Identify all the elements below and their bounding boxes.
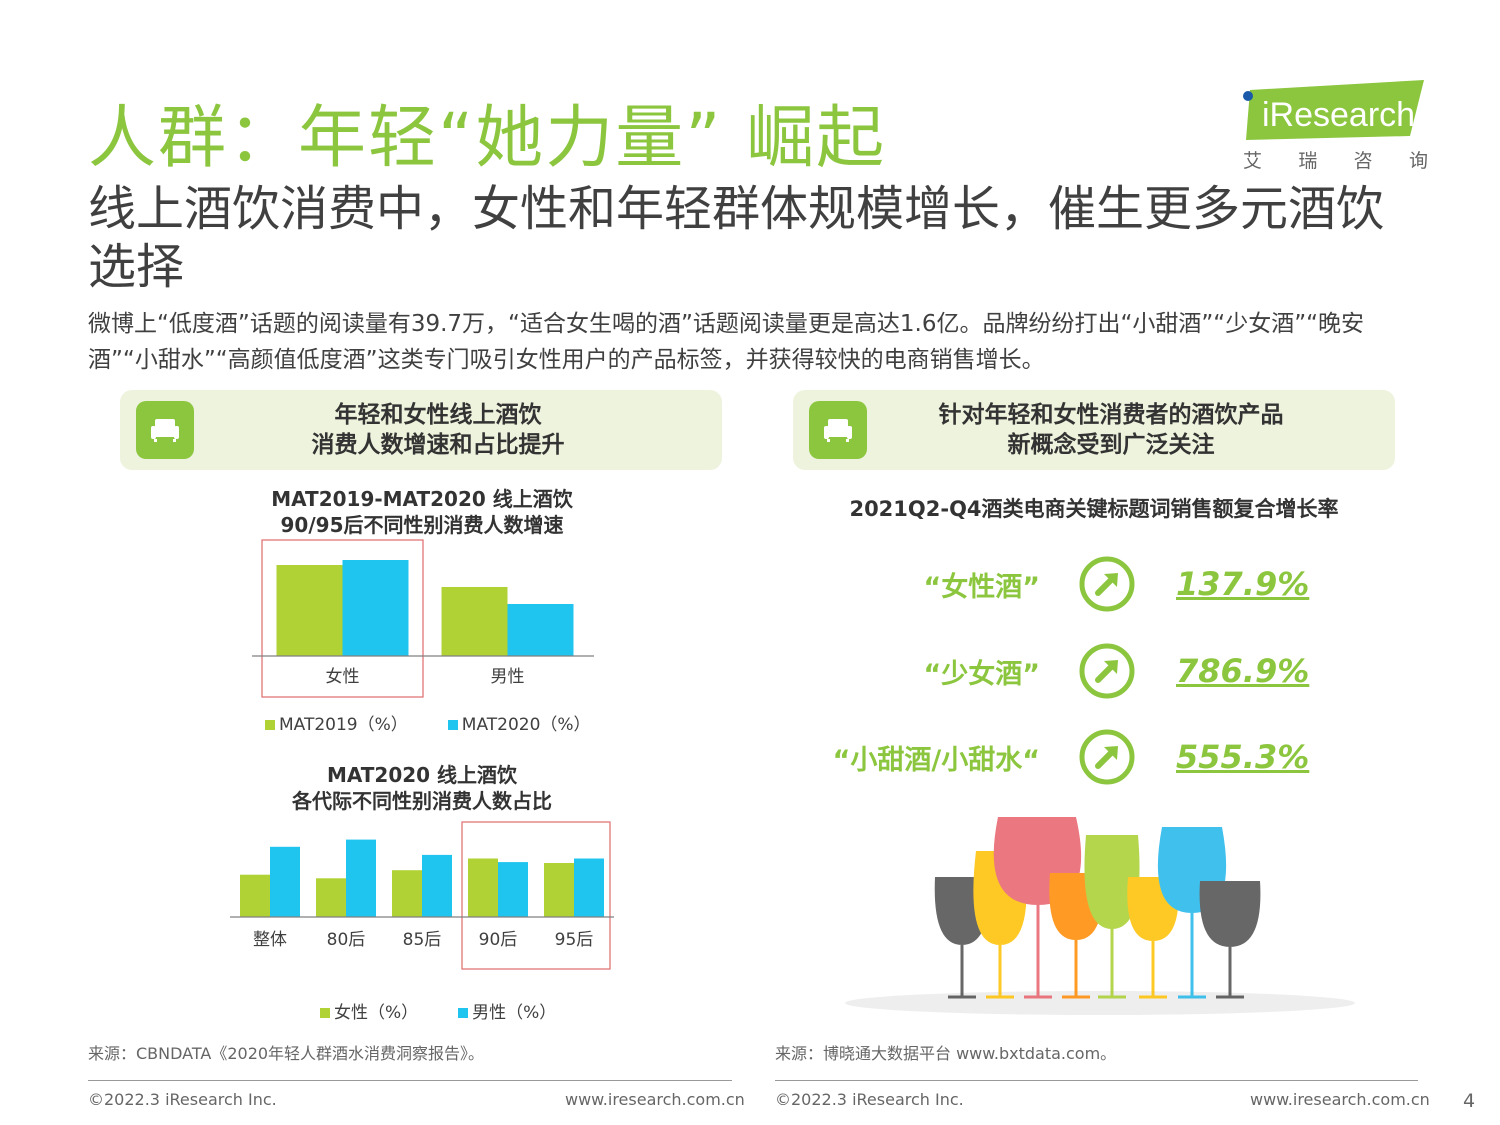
chart1-plot: 女性 男性: [252, 539, 594, 698]
legend-label: MAT2020（%）: [461, 715, 591, 735]
header-line: 新概念受到广泛关注: [1007, 432, 1215, 458]
right-panel-header: 针对年轻和女性消费者的酒饮产品 新概念受到广泛关注: [793, 390, 1395, 470]
right-chart-title: 2021Q2-Q4酒类电商关键标题词销售额复合增长率: [849, 497, 1339, 521]
right-panel-header-text: 针对年轻和女性消费者的酒饮产品 新概念受到广泛关注: [867, 400, 1395, 460]
x-tick-label: 男性: [491, 667, 525, 687]
bar: [316, 878, 346, 917]
bar: [507, 604, 574, 656]
chart1-title: MAT2019-MAT2020 线上酒饮 90/95后不同性别消费人数增速: [222, 486, 622, 538]
logo-cn-char: 询: [1408, 150, 1428, 172]
bar: [346, 839, 376, 917]
up-right-arrow-icon: [1079, 643, 1135, 699]
chart2-plot: 整体 80后 85后 90后 95后: [230, 821, 614, 970]
bar: [441, 587, 508, 656]
footer-divider: [775, 1080, 1418, 1081]
page-subtitle: 线上酒饮消费中，女性和年轻群体规模增长，催生更多元酒饮选择: [88, 181, 1385, 295]
legend-item: MAT2020（%）: [447, 710, 591, 735]
keyword-value: 137.9%: [1176, 565, 1310, 603]
x-tick-label: 女性: [326, 667, 360, 687]
legend-item: MAT2019（%）: [265, 710, 408, 735]
left-panel-header-text: 年轻和女性线上酒饮 消费人数增速和占比提升: [194, 400, 722, 460]
chart-title-line: MAT2019-MAT2020 线上酒饮: [271, 487, 573, 511]
wine-glass-icon: [1199, 881, 1261, 999]
page-title: 人群：年轻“她力量” 崛起: [88, 99, 887, 178]
logo-cn-text: 艾 瑞 咨 询: [1243, 146, 1428, 173]
x-tick-label: 85后: [403, 930, 442, 950]
page-number: 4: [1463, 1090, 1476, 1112]
keyword-label: “女性酒”: [923, 571, 1041, 603]
highlight-box: [261, 539, 424, 698]
sofa-icon: [809, 401, 867, 459]
iresearch-logo: iResearch: [1238, 78, 1428, 173]
chart1-legend: MAT2019（%） MAT2020（%）: [265, 710, 591, 735]
chart-title-line: 90/95后不同性别消费人数增速: [280, 513, 564, 537]
left-panel-header: 年轻和女性线上酒饮 消费人数增速和占比提升: [120, 390, 722, 470]
wine-glass-icon: [1084, 835, 1140, 999]
sofa-icon: [136, 401, 194, 459]
wine-glasses-illustration: [845, 817, 1355, 1015]
logo-text: iResearch: [1262, 96, 1415, 134]
bar: [498, 862, 528, 917]
footer-copyright: ©2022.3 iResearch Inc.: [88, 1090, 277, 1109]
bar: [574, 858, 604, 917]
chart2-title: MAT2020 线上酒饮 各代际不同性别消费人数占比: [222, 762, 622, 814]
logo-cn-char: 瑞: [1298, 150, 1318, 172]
bar: [270, 846, 300, 917]
up-right-arrow-icon: [1079, 556, 1135, 612]
keyword-value: 555.3%: [1176, 738, 1310, 776]
bar: [240, 874, 270, 917]
keyword-row: “小甜酒/小甜水“ 555.3%: [800, 728, 1309, 786]
bar: [422, 854, 452, 917]
logo-cn-char: 艾: [1243, 150, 1263, 172]
header-line: 针对年轻和女性消费者的酒饮产品: [938, 402, 1284, 428]
header-line: 年轻和女性线上酒饮: [334, 402, 542, 428]
chart-title-line: 各代际不同性别消费人数占比: [292, 789, 552, 813]
source-right: 来源：博晓通大数据平台 www.bxtdata.com。: [775, 1044, 1117, 1063]
keyword-label: “少女酒”: [923, 658, 1041, 690]
body-paragraph: 微博上“低度酒”话题的阅读量有39.7万，“适合女生喝的酒”话题阅读量更是高达1…: [88, 311, 1365, 373]
chart-title-line: MAT2020 线上酒饮: [326, 763, 518, 787]
legend-item: 男性（%）: [458, 998, 556, 1023]
bar: [276, 565, 343, 656]
bar: [544, 863, 574, 917]
bar: [342, 560, 409, 656]
keyword-row: “女性酒” 137.9%: [800, 555, 1309, 613]
up-right-arrow-icon: [1079, 729, 1135, 785]
footer-copyright: ©2022.3 iResearch Inc.: [775, 1090, 964, 1109]
legend-label: 男性（%）: [472, 1003, 557, 1023]
x-tick-label: 95后: [555, 930, 594, 950]
x-tick-label: 80后: [327, 930, 366, 950]
logo-cn-char: 咨: [1353, 150, 1373, 172]
legend-label: MAT2019（%）: [279, 715, 408, 735]
table-shadow: [845, 991, 1355, 1015]
keyword-label: “小甜酒/小甜水“: [832, 744, 1040, 776]
header-line: 消费人数增速和占比提升: [311, 432, 565, 458]
chart2-legend: 女性（%） 男性（%）: [320, 998, 556, 1023]
keyword-value: 786.9%: [1176, 652, 1310, 690]
legend-item: 女性（%）: [320, 998, 418, 1023]
source-left: 来源：CBNDATA《2020年轻人群酒水消费洞察报告》。: [88, 1044, 485, 1063]
footer-divider: [88, 1080, 732, 1081]
footer-url: www.iresearch.com.cn: [565, 1090, 745, 1109]
legend-label: 女性（%）: [334, 1003, 419, 1023]
x-tick-label: 整体: [253, 930, 287, 950]
bar: [468, 858, 498, 917]
bar: [392, 870, 422, 917]
keyword-row: “少女酒” 786.9%: [800, 642, 1309, 700]
logo-graphic: iResearch: [1243, 80, 1424, 140]
x-tick-label: 90后: [479, 930, 518, 950]
highlight-box: [461, 821, 611, 970]
footer-url: www.iresearch.com.cn: [1250, 1090, 1430, 1109]
